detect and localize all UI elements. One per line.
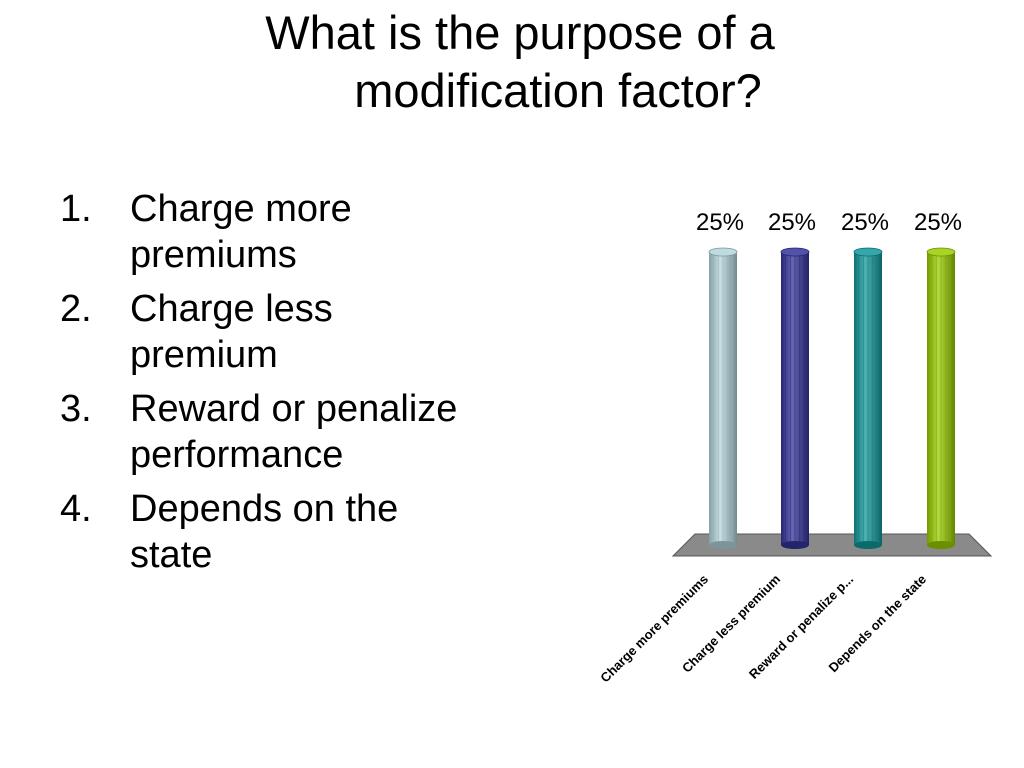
answer-option: 4. Depends on the state bbox=[60, 486, 480, 578]
data-label: 25% bbox=[768, 209, 816, 236]
data-label: 25% bbox=[696, 209, 744, 236]
bar-cap bbox=[853, 247, 883, 257]
bar bbox=[708, 247, 738, 549]
answer-option: 1. Charge more premiums bbox=[60, 186, 480, 278]
option-text: Charge more premiums bbox=[130, 188, 352, 276]
option-text: Reward or penalize performance bbox=[130, 388, 458, 476]
data-label: 25% bbox=[841, 209, 889, 236]
slide-title: What is the purpose of a modification fa… bbox=[120, 4, 920, 120]
bar-cap bbox=[926, 247, 956, 257]
title-line-2: modification factor? bbox=[354, 64, 762, 117]
bar bbox=[780, 247, 810, 549]
answer-option: 2. Charge less premium bbox=[60, 286, 480, 378]
answer-option: 3. Reward or penalize performance bbox=[60, 386, 480, 478]
option-number: 3. bbox=[60, 388, 92, 430]
chart-floor bbox=[671, 533, 993, 557]
option-number: 4. bbox=[60, 488, 92, 530]
bar-cap bbox=[708, 247, 738, 257]
answer-options-list: 1. Charge more premiums 2. Charge less p… bbox=[60, 186, 480, 586]
option-number: 1. bbox=[60, 188, 92, 230]
title-line-1: What is the purpose of a bbox=[265, 6, 775, 59]
bar-base bbox=[927, 541, 955, 549]
option-number: 2. bbox=[60, 288, 92, 330]
bar-cap bbox=[780, 247, 810, 257]
bar bbox=[926, 247, 956, 549]
bar-base bbox=[854, 541, 882, 549]
bar bbox=[853, 247, 883, 549]
data-label: 25% bbox=[914, 209, 962, 236]
bar-base bbox=[781, 541, 809, 549]
option-text: Charge less premium bbox=[130, 288, 333, 376]
option-text: Depends on the state bbox=[130, 488, 399, 576]
bar-base bbox=[709, 541, 737, 549]
